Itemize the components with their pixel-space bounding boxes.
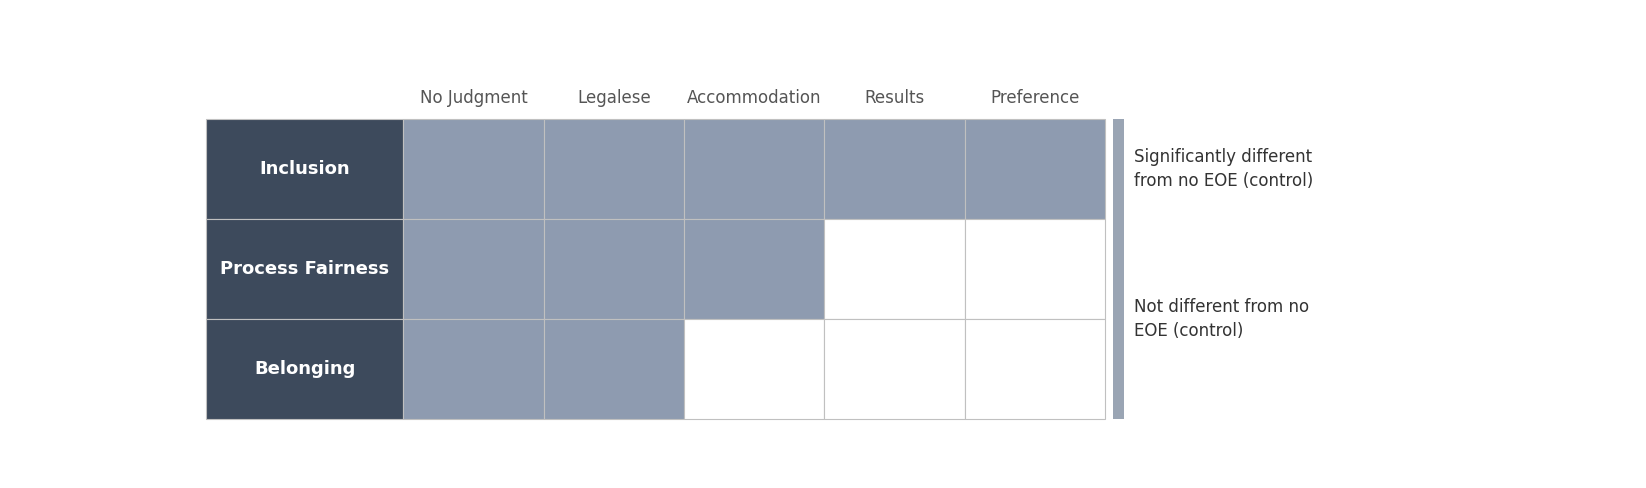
Text: No Judgment: No Judgment — [420, 89, 527, 107]
Bar — [543, 119, 685, 219]
Text: Significantly different
from no EOE (control): Significantly different from no EOE (con… — [1134, 148, 1314, 189]
Bar — [543, 319, 685, 419]
Bar — [403, 119, 543, 219]
Text: Accommodation: Accommodation — [686, 89, 821, 107]
Bar — [206, 319, 403, 419]
Text: Legalese: Legalese — [578, 89, 650, 107]
Bar — [825, 219, 965, 319]
Text: Preference: Preference — [991, 89, 1080, 107]
Bar — [403, 319, 543, 419]
Bar — [825, 119, 965, 219]
Bar — [965, 119, 1104, 219]
Bar — [543, 219, 685, 319]
Bar — [685, 319, 825, 419]
Bar — [206, 119, 403, 219]
Text: Belonging: Belonging — [253, 360, 356, 378]
Bar — [685, 219, 825, 319]
Bar — [685, 119, 825, 219]
Bar — [965, 319, 1104, 419]
Bar — [1113, 219, 1124, 419]
Text: Process Fairness: Process Fairness — [221, 260, 388, 278]
Bar — [825, 319, 965, 419]
Text: Not different from no
EOE (control): Not different from no EOE (control) — [1134, 298, 1310, 340]
Bar — [965, 219, 1104, 319]
Bar — [206, 219, 403, 319]
Text: Inclusion: Inclusion — [260, 160, 351, 178]
Bar — [403, 219, 543, 319]
Bar — [1113, 119, 1124, 219]
Text: Results: Results — [864, 89, 925, 107]
